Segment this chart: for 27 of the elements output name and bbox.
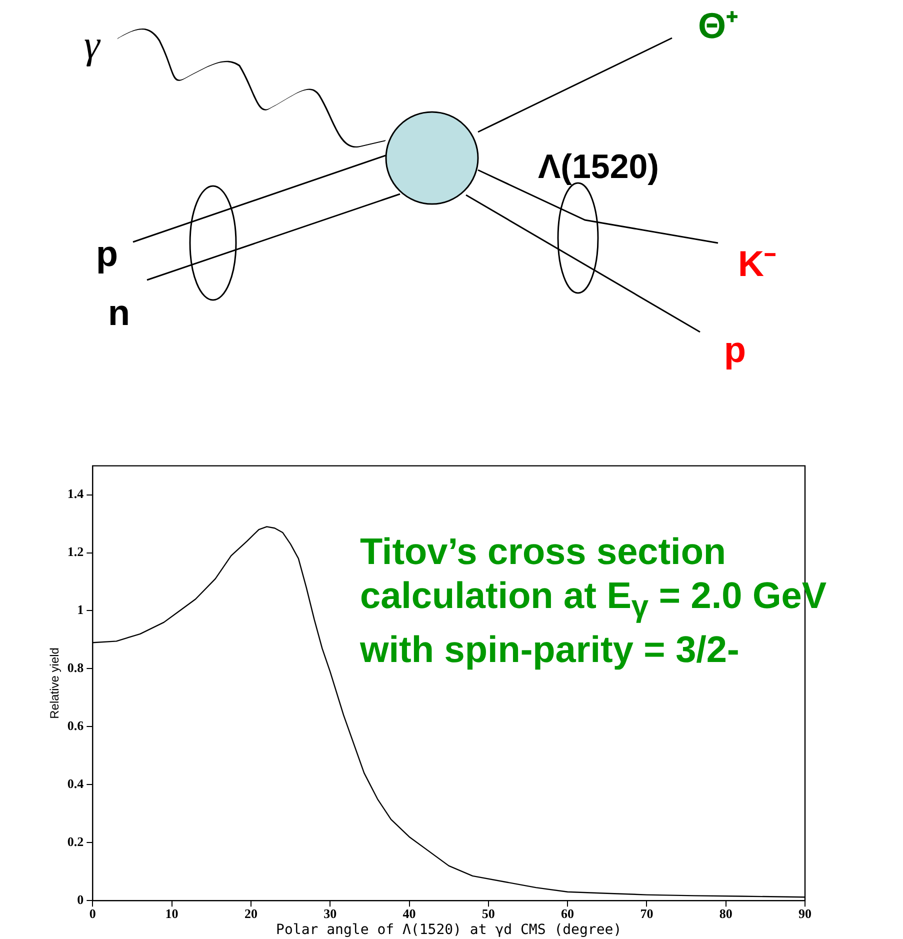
y-axis-title: Relative yield [48,648,62,719]
x-tick-label: 60 [561,906,574,921]
x-axis-title: Polar angle of Λ(1520) at γd CMS (degree) [276,922,622,938]
x-tick-label: 20 [244,906,258,921]
text: n [108,292,130,333]
text: γ [84,22,101,67]
text: p [96,233,118,274]
y-tick-label: 0.2 [67,834,84,849]
text: K⁻ [738,243,776,284]
x-tick-label: 10 [165,906,178,921]
y-tick-label: 1.4 [67,486,84,502]
y-tick-label: 0.4 [67,776,84,792]
x-tick-label: 40 [402,906,416,921]
x-tick-label: 0 [89,906,96,921]
x-tick-label: 80 [719,906,732,921]
text: p [724,329,746,370]
y-tick-label: 0 [77,892,84,907]
y-tick-label: 0.6 [67,718,84,734]
y-tick-label: 0.8 [67,660,84,676]
text: Λ(1520) [538,148,659,186]
x-tick-label: 90 [798,906,812,921]
y-tick-label: 1.2 [67,544,84,560]
text: Θ⁺ [698,5,738,46]
x-tick-label: 50 [482,906,495,921]
x-tick-label: 70 [640,906,654,921]
x-tick-label: 30 [324,906,337,921]
y-tick-label: 1 [77,602,84,618]
